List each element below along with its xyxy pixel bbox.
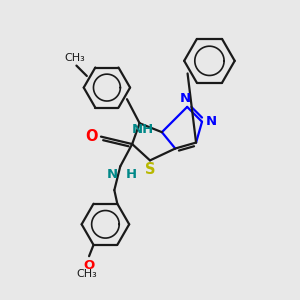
Text: CH₃: CH₃ [64, 53, 85, 63]
Text: H: H [126, 168, 137, 181]
Text: CH₃: CH₃ [76, 269, 97, 279]
Text: O: O [83, 259, 95, 272]
Text: S: S [145, 163, 156, 178]
Text: O: O [85, 128, 98, 143]
Text: N: N [206, 115, 217, 128]
Text: N: N [180, 92, 191, 104]
Text: N: N [107, 168, 118, 181]
Text: NH: NH [132, 123, 154, 136]
